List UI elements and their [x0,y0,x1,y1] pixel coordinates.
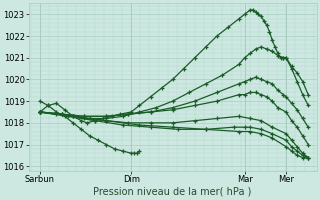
X-axis label: Pression niveau de la mer( hPa ): Pression niveau de la mer( hPa ) [93,187,252,197]
